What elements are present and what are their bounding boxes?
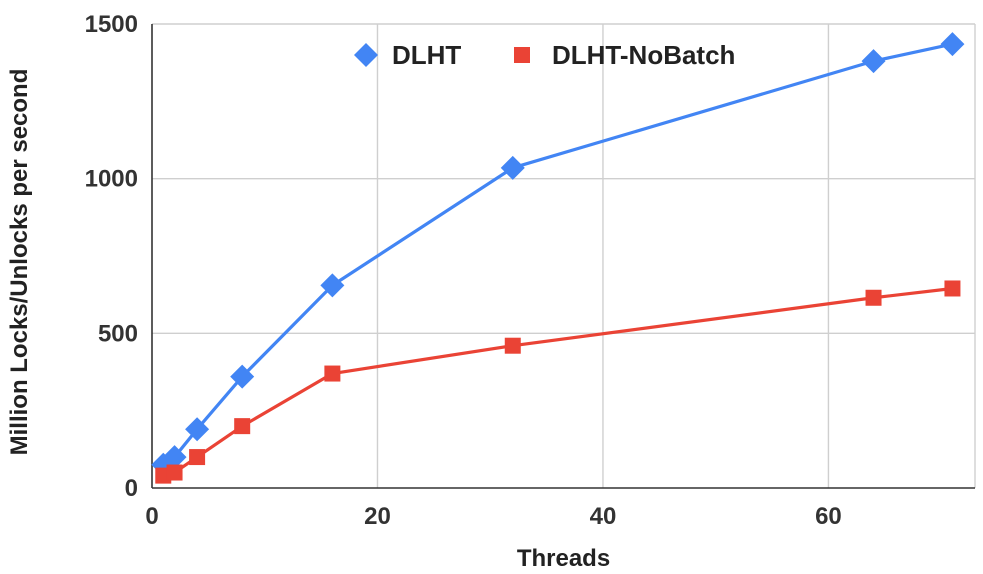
series-dlht-nobatch <box>155 280 961 484</box>
y-tick-label: 0 <box>125 475 138 502</box>
x-tick-label: 40 <box>590 503 617 530</box>
data-point-dlht <box>940 32 965 57</box>
legend-marker-dlht <box>354 43 378 67</box>
legend-marker-dlht-nobatch <box>514 47 530 63</box>
data-point-dlht <box>500 155 525 180</box>
legend-label-dlht: DLHT <box>392 40 461 70</box>
axes: 0 500 1000 1500 0 20 40 60 <box>85 11 975 530</box>
legend-item-dlht-nobatch: DLHT-NoBatch <box>514 40 735 70</box>
series-line-dlht-nobatch <box>162 286 953 478</box>
y-tick-label: 500 <box>98 320 138 347</box>
series <box>151 32 965 484</box>
data-point-dlht-nobatch <box>865 289 882 306</box>
legend-label-dlht-nobatch: DLHT-NoBatch <box>552 40 735 70</box>
data-point-dlht-nobatch <box>166 464 183 481</box>
x-tick-label: 20 <box>364 503 391 530</box>
x-axis-title: Threads <box>517 545 610 572</box>
data-point-dlht-nobatch <box>189 449 206 466</box>
data-point-dlht-nobatch <box>324 365 341 382</box>
y-tick-label: 1000 <box>85 166 138 193</box>
data-point-dlht-nobatch <box>234 418 251 435</box>
legend: DLHT DLHT-NoBatch <box>354 40 735 70</box>
data-point-dlht <box>320 273 345 298</box>
grid <box>152 23 976 488</box>
data-point-dlht-nobatch <box>944 280 961 297</box>
y-axis-title: Million Locks/Unlocks per second <box>6 69 33 456</box>
y-tick-label: 1500 <box>85 11 138 38</box>
data-point-dlht <box>230 364 255 389</box>
legend-item-dlht: DLHT <box>354 40 461 70</box>
x-tick-label: 0 <box>145 503 158 530</box>
data-point-dlht <box>185 417 210 442</box>
data-point-dlht-nobatch <box>504 337 521 354</box>
data-point-dlht <box>162 445 187 470</box>
series-dlht <box>151 32 965 477</box>
data-point-dlht <box>861 49 886 74</box>
x-tick-label: 60 <box>815 503 842 530</box>
